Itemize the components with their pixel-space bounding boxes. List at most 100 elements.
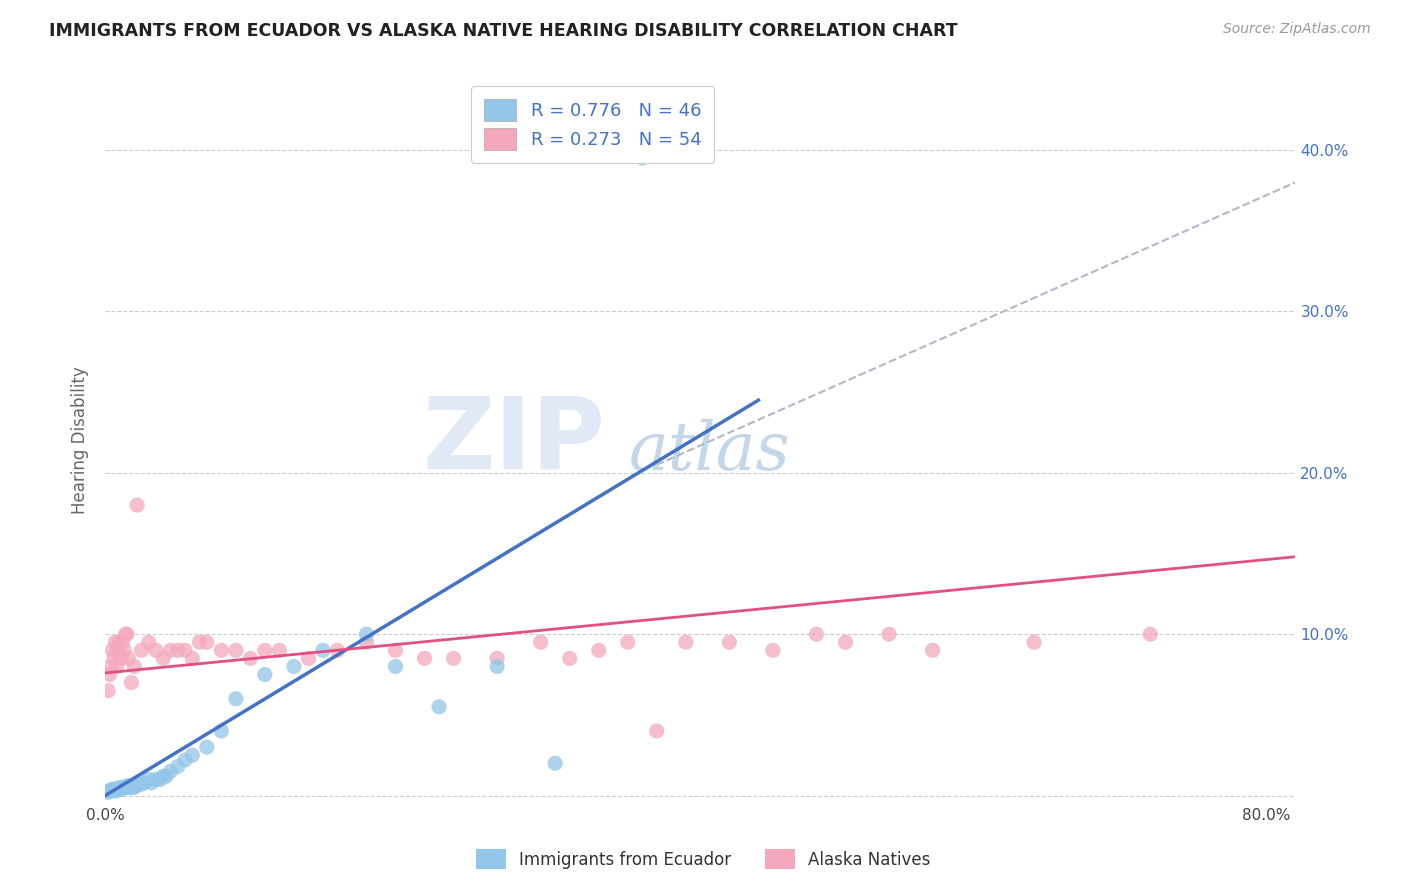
Point bbox=[98, 667, 121, 681]
Point bbox=[103, 783, 125, 797]
Point bbox=[117, 651, 139, 665]
Point bbox=[121, 779, 143, 793]
Point bbox=[112, 780, 135, 795]
Point bbox=[120, 780, 142, 795]
Point bbox=[117, 780, 139, 795]
Point bbox=[97, 683, 120, 698]
Point bbox=[195, 635, 218, 649]
Point bbox=[115, 779, 138, 793]
Y-axis label: Hearing Disability: Hearing Disability bbox=[72, 367, 89, 515]
Point bbox=[631, 151, 654, 165]
Point bbox=[209, 643, 232, 657]
Point bbox=[588, 643, 610, 657]
Point bbox=[145, 772, 167, 787]
Point bbox=[104, 782, 127, 797]
Point bbox=[166, 759, 188, 773]
Point bbox=[616, 635, 638, 649]
Text: Source: ZipAtlas.com: Source: ZipAtlas.com bbox=[1223, 22, 1371, 37]
Point bbox=[675, 635, 697, 649]
Point bbox=[104, 635, 127, 649]
Point bbox=[115, 627, 138, 641]
Point bbox=[114, 627, 136, 641]
Point bbox=[127, 498, 149, 512]
Point bbox=[159, 764, 181, 779]
Point bbox=[100, 659, 122, 673]
Point bbox=[195, 740, 218, 755]
Point bbox=[718, 635, 741, 649]
Point bbox=[138, 635, 160, 649]
Point bbox=[834, 635, 856, 649]
Point bbox=[225, 691, 247, 706]
Point bbox=[145, 643, 167, 657]
Legend: R = 0.776   N = 46, R = 0.273   N = 54: R = 0.776 N = 46, R = 0.273 N = 54 bbox=[471, 87, 714, 163]
Point bbox=[181, 651, 204, 665]
Point bbox=[122, 780, 145, 795]
Point bbox=[112, 643, 135, 657]
Point bbox=[155, 769, 177, 783]
Point bbox=[98, 783, 121, 797]
Point bbox=[110, 651, 132, 665]
Point bbox=[107, 643, 129, 657]
Point bbox=[877, 627, 900, 641]
Point bbox=[101, 643, 124, 657]
Point bbox=[283, 659, 305, 673]
Point bbox=[413, 651, 436, 665]
Text: atlas: atlas bbox=[628, 418, 790, 484]
Point bbox=[209, 724, 232, 739]
Point bbox=[384, 643, 406, 657]
Point bbox=[108, 780, 131, 795]
Point bbox=[443, 651, 465, 665]
Point bbox=[762, 643, 785, 657]
Point bbox=[312, 643, 335, 657]
Point bbox=[131, 643, 153, 657]
Point bbox=[152, 769, 174, 783]
Point bbox=[806, 627, 828, 641]
Point bbox=[114, 780, 136, 795]
Point bbox=[131, 777, 153, 791]
Point bbox=[108, 782, 131, 797]
Point bbox=[297, 651, 319, 665]
Point bbox=[530, 635, 553, 649]
Point bbox=[122, 659, 145, 673]
Point bbox=[105, 659, 128, 673]
Point bbox=[486, 651, 509, 665]
Text: ZIP: ZIP bbox=[422, 392, 605, 489]
Point bbox=[149, 772, 172, 787]
Text: IMMIGRANTS FROM ECUADOR VS ALASKA NATIVE HEARING DISABILITY CORRELATION CHART: IMMIGRANTS FROM ECUADOR VS ALASKA NATIVE… bbox=[49, 22, 957, 40]
Point bbox=[356, 635, 378, 649]
Legend: Immigrants from Ecuador, Alaska Natives: Immigrants from Ecuador, Alaska Natives bbox=[465, 838, 941, 880]
Point bbox=[134, 775, 156, 789]
Point bbox=[239, 651, 262, 665]
Point bbox=[103, 651, 125, 665]
Point bbox=[174, 643, 197, 657]
Point bbox=[1139, 627, 1161, 641]
Point bbox=[921, 643, 943, 657]
Point bbox=[141, 775, 163, 789]
Point bbox=[127, 777, 149, 791]
Point bbox=[111, 780, 134, 795]
Point bbox=[1024, 635, 1046, 649]
Point bbox=[384, 659, 406, 673]
Point bbox=[100, 783, 122, 797]
Point bbox=[120, 675, 142, 690]
Point bbox=[174, 753, 197, 767]
Point bbox=[108, 635, 131, 649]
Point bbox=[544, 756, 567, 771]
Point bbox=[166, 643, 188, 657]
Point bbox=[253, 643, 276, 657]
Point bbox=[253, 667, 276, 681]
Point bbox=[110, 782, 132, 797]
Point bbox=[105, 783, 128, 797]
Point bbox=[118, 779, 141, 793]
Point bbox=[107, 782, 129, 797]
Point bbox=[326, 643, 349, 657]
Point bbox=[225, 643, 247, 657]
Point bbox=[188, 635, 211, 649]
Point bbox=[101, 782, 124, 797]
Point bbox=[486, 659, 509, 673]
Point bbox=[645, 724, 668, 739]
Point bbox=[138, 772, 160, 787]
Point bbox=[356, 627, 378, 641]
Point bbox=[427, 699, 450, 714]
Point bbox=[181, 748, 204, 763]
